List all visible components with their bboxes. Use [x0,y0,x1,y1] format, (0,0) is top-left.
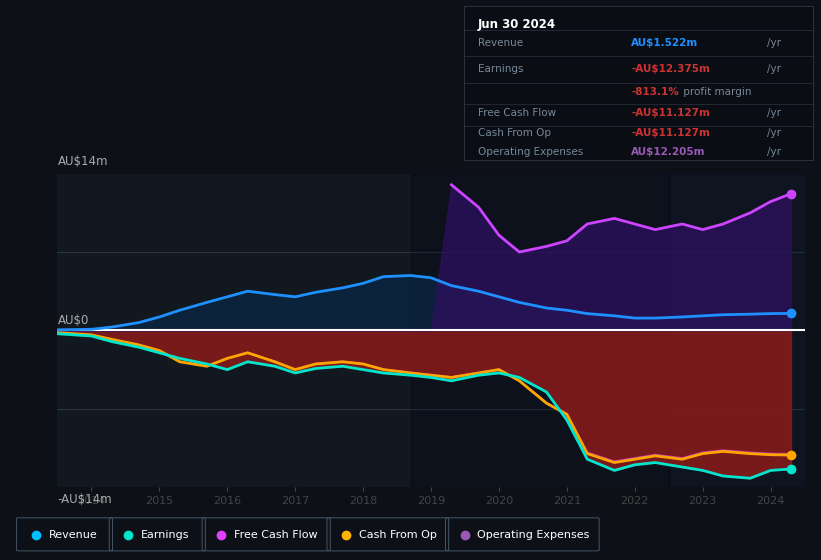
Text: Earnings: Earnings [141,530,190,540]
Bar [410,174,669,487]
Text: /yr: /yr [768,128,782,138]
Text: Jun 30 2024: Jun 30 2024 [478,18,556,31]
Text: AU$12.205m: AU$12.205m [631,147,706,157]
Text: -813.1%: -813.1% [631,87,679,97]
Text: profit margin: profit margin [680,87,752,97]
Text: -AU$11.127m: -AU$11.127m [631,128,710,138]
Text: /yr: /yr [768,147,782,157]
Text: AU$14m: AU$14m [57,155,108,168]
Text: Cash From Op: Cash From Op [359,530,437,540]
Text: /yr: /yr [768,108,782,118]
Text: Free Cash Flow: Free Cash Flow [234,530,318,540]
Text: Revenue: Revenue [48,530,97,540]
Text: -AU$12.375m: -AU$12.375m [631,64,710,74]
Text: /yr: /yr [768,64,782,74]
Text: Earnings: Earnings [478,64,523,74]
Text: /yr: /yr [768,38,782,48]
Text: Operating Expenses: Operating Expenses [478,530,589,540]
Bar [669,174,805,487]
Text: -AU$11.127m: -AU$11.127m [631,108,710,118]
Text: Free Cash Flow: Free Cash Flow [478,108,556,118]
Text: AU$1.522m: AU$1.522m [631,38,699,48]
Text: Revenue: Revenue [478,38,523,48]
Text: Cash From Op: Cash From Op [478,128,551,138]
Text: -AU$14m: -AU$14m [57,493,112,506]
Text: AU$0: AU$0 [57,314,89,327]
Text: Operating Expenses: Operating Expenses [478,147,583,157]
